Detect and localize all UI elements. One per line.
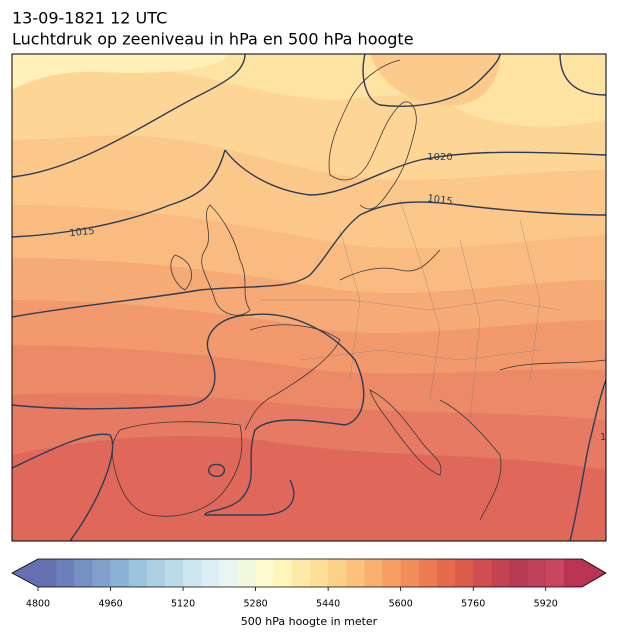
colorbar-tick-label: 5440 <box>316 599 340 610</box>
coastline <box>170 254 192 291</box>
isobar <box>12 313 365 516</box>
isobar <box>12 54 246 178</box>
colorbar-segment <box>545 559 565 587</box>
subtitle: Luchtdruk op zeeniveau in hPa en 500 hPa… <box>12 30 414 49</box>
colorbar-segment <box>527 559 547 587</box>
isobar <box>12 433 114 541</box>
colorbar-segment <box>273 559 293 587</box>
isobar <box>208 463 226 478</box>
colorbar-segment <box>291 559 311 587</box>
colorbar-segment <box>38 559 57 587</box>
isobar <box>559 54 606 96</box>
coastline <box>244 324 341 431</box>
isobar <box>12 201 606 318</box>
band <box>12 54 230 90</box>
colorbar-tick-label: 5280 <box>244 599 268 610</box>
isobar <box>12 149 226 238</box>
title: 13-09-1821 12 UTC <box>12 9 167 28</box>
colorbar-tick-label: 5120 <box>171 599 195 610</box>
isobar <box>224 149 606 196</box>
colorbar-segment <box>328 559 347 587</box>
colorbar-segment <box>146 559 166 587</box>
colorbar-segment <box>255 559 275 587</box>
colorbar-segment <box>201 559 220 587</box>
colorbar-segment <box>364 559 384 587</box>
colorbar-tick-label: 4800 <box>26 599 50 610</box>
colorbar-segment <box>418 559 438 587</box>
colorbar: 4800 4960 5120 5280 5440 5600 5760 5920 <box>11 558 607 610</box>
coastline <box>111 421 243 517</box>
coastline <box>339 249 441 281</box>
colorbar-tick-label: 5920 <box>534 599 558 610</box>
colorbar-segment <box>400 559 420 587</box>
isobar <box>362 54 501 107</box>
isobar <box>569 379 606 541</box>
border <box>260 199 561 421</box>
colorbar-segment <box>346 559 365 587</box>
colorbar-label: 500 hPa hoogte in meter <box>241 615 378 628</box>
coastline <box>369 389 442 476</box>
map-frame <box>11 53 607 542</box>
band <box>370 54 500 106</box>
contour-label: 1015 <box>69 226 95 240</box>
coastline <box>439 399 502 521</box>
colorbar-segment <box>310 559 329 587</box>
colorbar-segment <box>382 559 402 587</box>
colorbar-segment <box>237 559 257 587</box>
colorbar-extend <box>12 559 38 587</box>
colorbar-segment <box>183 559 202 587</box>
colorbar-segment <box>128 559 148 587</box>
colorbar-tick-label: 5760 <box>461 599 485 610</box>
colorbar-tick-label: 5600 <box>389 599 413 610</box>
colorbar-segment <box>473 559 492 587</box>
contour-label: 1015 <box>427 193 454 207</box>
contour-label: 1 <box>600 432 606 443</box>
colorbar-segment <box>164 559 184 587</box>
colorbar-extend <box>582 559 606 587</box>
colorbar-segment <box>56 559 75 587</box>
colorbar-segment <box>436 559 456 587</box>
colorbar-segment <box>74 559 93 587</box>
colorbar-segment <box>92 559 112 587</box>
contour-label: 1020 <box>427 152 452 163</box>
colorbar-segment <box>110 559 130 587</box>
colorbar-segment <box>563 559 583 587</box>
colorbar-segment <box>455 559 474 587</box>
colorbar-segment <box>509 559 529 587</box>
coastline <box>201 204 251 316</box>
colorbar-tick-label: 4960 <box>98 599 122 610</box>
colorbar-segment <box>491 559 510 587</box>
map: 1020 1015 1015 1 <box>12 54 606 541</box>
colorbar-segment <box>219 559 238 587</box>
coastline <box>499 359 606 371</box>
